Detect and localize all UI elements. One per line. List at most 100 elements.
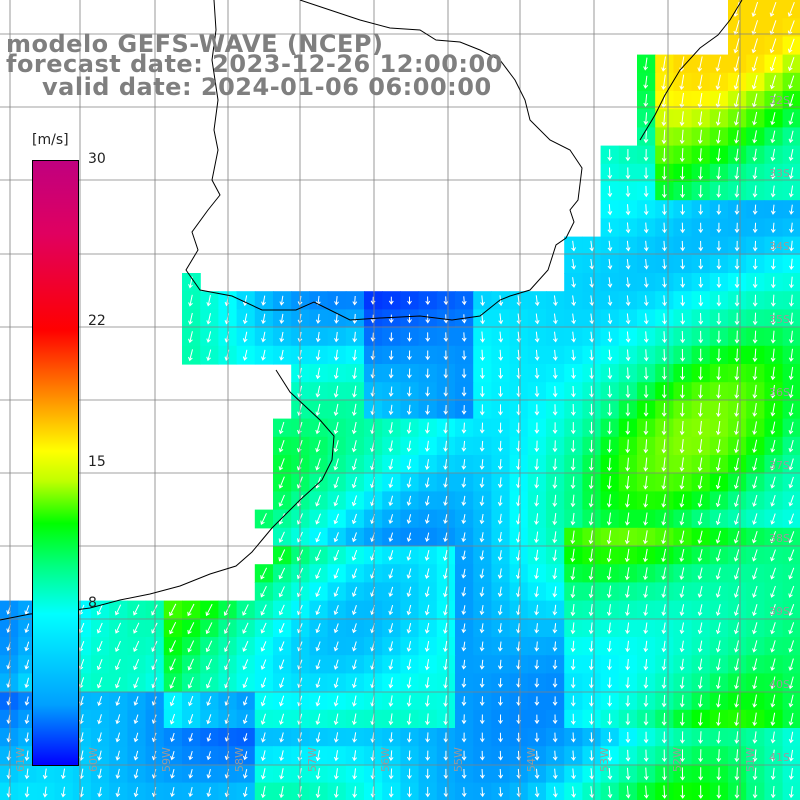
wind-arrow [224, 640, 231, 653]
wind-arrow [351, 677, 357, 689]
wind-arrow [480, 349, 485, 361]
wind-arrow [679, 420, 685, 436]
wind-arrow [679, 74, 685, 91]
wind-arrow [97, 786, 103, 798]
latitude-label: 33S [769, 167, 790, 180]
wind-arrow [788, 112, 794, 126]
wind-arrow [333, 440, 339, 453]
coastline [185, 0, 583, 321]
wind-arrow [570, 476, 576, 490]
wind-arrow [169, 603, 177, 617]
wind-arrow [188, 769, 193, 779]
wind-arrow [606, 567, 612, 581]
wind-arrow [625, 295, 631, 307]
wind-arrow [24, 714, 30, 725]
wind-arrow [770, 531, 776, 544]
wind-arrow [571, 331, 576, 343]
wind-arrow [752, 185, 758, 198]
wind-arrow [461, 568, 467, 579]
wind-arrow [279, 713, 285, 725]
wind-arrow [278, 586, 285, 598]
wind-arrow [788, 348, 794, 362]
wind-arrow [315, 604, 321, 616]
wind-arrow [734, 258, 740, 270]
wind-arrow [552, 786, 558, 798]
wind-arrow [734, 294, 740, 307]
wind-arrow [625, 512, 630, 526]
wind-arrow [424, 677, 430, 689]
wind-arrow [607, 277, 613, 288]
wind-arrow [769, 56, 777, 72]
wind-arrow [679, 384, 685, 399]
latitude-label: 37S [769, 459, 790, 472]
wind-arrow [715, 56, 722, 72]
wind-arrow [315, 768, 321, 780]
wind-arrow [187, 658, 194, 671]
wind-arrow [497, 604, 503, 616]
wind-arrow [625, 204, 631, 216]
wind-arrow [552, 678, 558, 688]
wind-arrow [643, 313, 649, 325]
wind-arrow [697, 567, 703, 580]
wind-arrow [643, 421, 649, 436]
wind-arrow [425, 296, 431, 306]
wind-arrow [498, 313, 504, 325]
wind-arrow [351, 659, 357, 670]
wind-arrow [425, 368, 431, 379]
wind-arrow [351, 605, 357, 616]
wind-arrow [752, 402, 758, 417]
wind-arrow [770, 403, 776, 417]
colorbar-tick-label: 22 [88, 312, 106, 329]
coastline-brazil [639, 0, 743, 141]
wind-arrow [752, 348, 758, 363]
wind-arrow [770, 348, 776, 362]
wind-arrow [643, 658, 649, 671]
wind-arrow [461, 386, 467, 397]
wind-arrow [388, 641, 394, 652]
wind-arrow [315, 403, 321, 417]
wind-arrow [333, 458, 339, 471]
wind-arrow [716, 366, 722, 381]
wind-arrow [552, 494, 558, 508]
wind-arrow [315, 495, 321, 507]
wind-arrow [333, 695, 339, 707]
wind-arrow [388, 677, 394, 689]
wind-arrow [715, 111, 721, 126]
wind-arrow [407, 768, 412, 780]
wind-arrow [315, 732, 321, 743]
wind-arrow [661, 385, 667, 399]
wind-arrow [406, 550, 412, 561]
wind-arrow [552, 531, 558, 544]
colorbar-unit: [m/s] [32, 132, 69, 148]
wind-arrow [96, 677, 103, 689]
wind-arrow [571, 385, 576, 398]
wind-arrow [770, 458, 776, 471]
wind-arrow [788, 330, 794, 344]
wind-arrow [443, 386, 449, 397]
wind-arrow [752, 585, 758, 598]
wind-arrow [607, 640, 612, 653]
wind-arrow [443, 422, 449, 434]
wind-arrow [643, 530, 648, 545]
wind-arrow [479, 477, 485, 489]
wind-arrow [607, 457, 612, 472]
wind-arrow [588, 476, 594, 490]
wind-arrow [698, 222, 704, 234]
wind-arrow [351, 495, 357, 507]
wind-arrow [425, 422, 430, 434]
wind-arrow [188, 787, 193, 798]
wind-arrow [534, 641, 540, 652]
wind-arrow [552, 513, 558, 526]
wind-arrow [461, 495, 467, 507]
wind-arrow [315, 349, 321, 361]
latitude-label: 35S [769, 313, 790, 326]
wind-arrow [697, 549, 703, 562]
wind-arrow [352, 713, 357, 726]
wind-arrow [571, 768, 576, 780]
wind-arrow [662, 259, 667, 270]
wind-arrow [552, 586, 558, 598]
wind-arrow [679, 530, 685, 545]
wind-arrow [407, 332, 412, 342]
wind-arrow [607, 659, 612, 671]
wind-arrow [752, 439, 758, 453]
